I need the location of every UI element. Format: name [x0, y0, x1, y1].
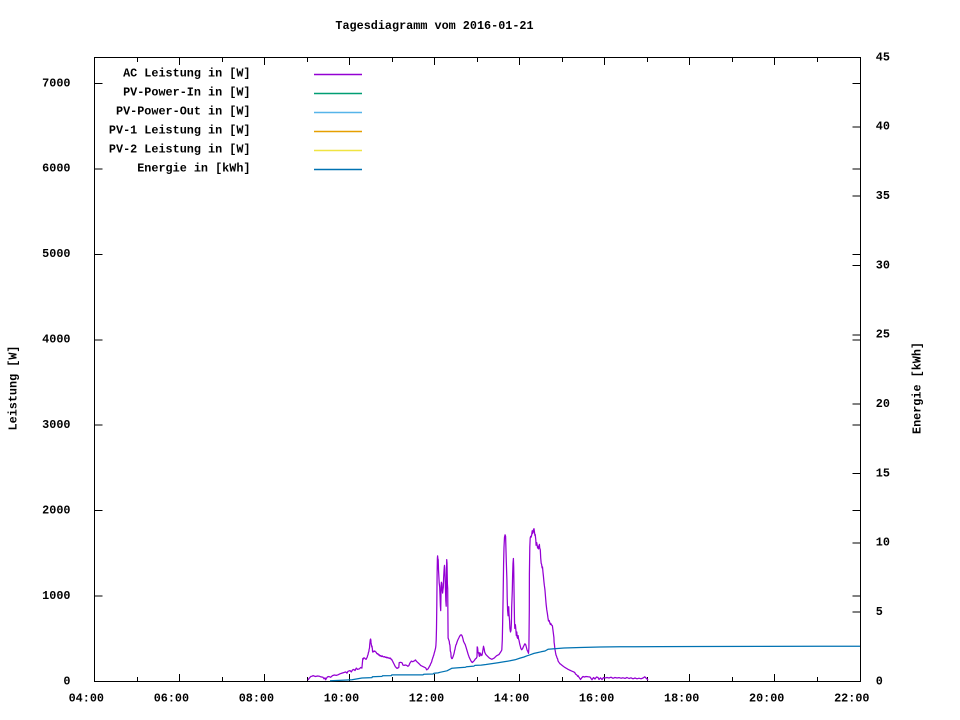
svg-text:06:00: 06:00: [154, 692, 189, 706]
svg-text:1000: 1000: [42, 589, 70, 603]
svg-text:10: 10: [876, 536, 890, 550]
svg-text:20:00: 20:00: [749, 692, 784, 706]
svg-text:3000: 3000: [42, 418, 70, 432]
svg-text:PV-2 Leistung in [W]: PV-2 Leistung in [W]: [109, 143, 251, 157]
svg-text:2000: 2000: [42, 503, 70, 517]
svg-text:04:00: 04:00: [69, 692, 104, 706]
svg-text:PV-Power-In in [W]: PV-Power-In in [W]: [123, 86, 250, 100]
svg-text:0: 0: [876, 674, 883, 688]
svg-text:16:00: 16:00: [579, 692, 614, 706]
svg-text:12:00: 12:00: [409, 692, 444, 706]
svg-text:PV-Power-Out in [W]: PV-Power-Out in [W]: [116, 105, 251, 119]
svg-text:30: 30: [876, 258, 890, 272]
svg-text:Tagesdiagramm vom 2016-01-21: Tagesdiagramm vom 2016-01-21: [335, 19, 533, 33]
svg-text:10:00: 10:00: [324, 692, 359, 706]
svg-text:18:00: 18:00: [664, 692, 699, 706]
svg-text:14:00: 14:00: [494, 692, 529, 706]
svg-text:0: 0: [63, 674, 70, 688]
svg-text:6000: 6000: [42, 162, 70, 176]
svg-text:5: 5: [876, 605, 883, 619]
svg-text:08:00: 08:00: [239, 692, 274, 706]
svg-text:35: 35: [876, 189, 890, 203]
svg-text:Energie in [kWh]: Energie in [kWh]: [137, 162, 250, 176]
svg-text:5000: 5000: [42, 247, 70, 261]
svg-text:25: 25: [876, 328, 890, 342]
svg-text:AC Leistung in [W]: AC Leistung in [W]: [123, 67, 250, 81]
svg-text:7000: 7000: [42, 76, 70, 90]
svg-text:20: 20: [876, 397, 890, 411]
svg-text:40: 40: [876, 120, 890, 134]
svg-text:4000: 4000: [42, 333, 70, 347]
svg-text:45: 45: [876, 50, 890, 64]
svg-text:PV-1 Leistung in [W]: PV-1 Leistung in [W]: [109, 124, 251, 138]
svg-text:15: 15: [876, 466, 890, 480]
svg-text:22:00: 22:00: [834, 692, 869, 706]
svg-text:Energie [kWh]: Energie [kWh]: [911, 342, 925, 434]
svg-text:Leistung [W]: Leistung [W]: [7, 346, 21, 431]
